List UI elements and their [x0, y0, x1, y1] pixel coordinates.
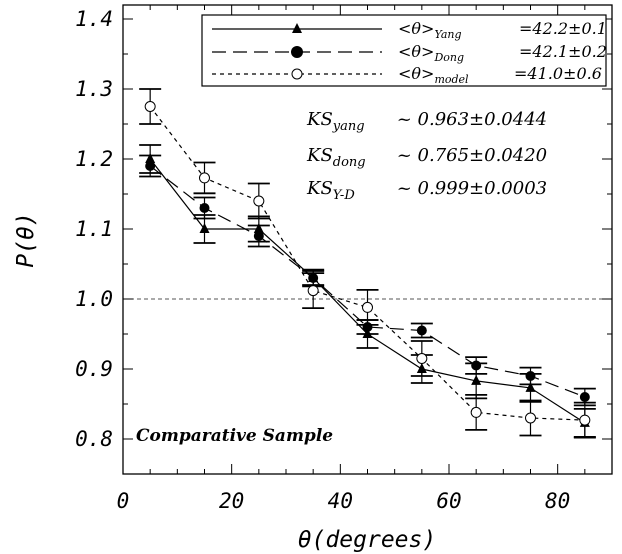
ks-main: KS [306, 145, 333, 166]
x-tick-label: 20 [219, 489, 244, 513]
x-tick-label: 0 [117, 489, 130, 513]
y-tick-label: 1.2 [75, 147, 113, 171]
point-model [253, 195, 265, 207]
point-model [579, 414, 591, 426]
point-model [199, 172, 210, 184]
point-model [416, 353, 428, 364]
legend-label-Yang: <θ>Yang =42.2±0.1 [398, 19, 607, 41]
legend-label-Dong: <θ>Dong =42.1±0.2 [398, 42, 607, 64]
legend-label-value: =42.2±0.1 [519, 19, 607, 38]
legend-label-main: <θ> [398, 42, 434, 61]
y-tick-label: 1.4 [75, 7, 113, 31]
ks-main: KS [306, 178, 333, 199]
ks-sub: yang [332, 119, 365, 134]
y-tick-label: 1.3 [75, 77, 113, 101]
legend-label-main: <θ> [398, 64, 434, 83]
point-model [307, 285, 319, 297]
series-Dong [139, 154, 596, 407]
legend-label-main: <θ> [398, 19, 434, 38]
legend-label-value: =41.0±0.6 [514, 64, 602, 83]
point-Yang [199, 223, 210, 233]
x-axis-title: θ(degrees) [298, 527, 436, 553]
y-axis-title: P(θ) [13, 212, 39, 267]
point-Dong [525, 371, 536, 381]
series-line-model [149, 106, 585, 421]
y-tick-label: 0.8 [75, 427, 113, 451]
legend-label-model: <θ>model =41.0±0.6 [398, 64, 602, 86]
ticks: 0 20 40 60 80 0.8 0.9 1.0 1.1 1.2 1.3 1.4 [75, 5, 613, 513]
point-Yang [471, 374, 482, 385]
legend-label-value: =42.1±0.2 [519, 42, 607, 61]
ks-sub: dong [333, 155, 366, 170]
legend: <θ>Yang =42.2±0.1<θ>Dong =42.1±0.2<θ>model… [201, 14, 607, 87]
series-layer [139, 88, 596, 439]
legend-label-sub: Dong [433, 51, 464, 64]
point-Dong [471, 360, 482, 371]
ks-main: KS [306, 109, 333, 130]
y-tick-label: 0.9 [75, 357, 113, 381]
ks-value: ~ 0.963±0.0444 [391, 109, 547, 130]
ks-value: ~ 0.765±0.0420 [391, 145, 547, 166]
legend-label-sub: Yang [434, 28, 461, 41]
legend-marker-Dong [291, 46, 303, 58]
ks-stat-Y-D: KSY-D ~ 0.999±0.0003 [306, 178, 547, 203]
point-Yang [525, 381, 536, 392]
point-Dong [199, 203, 210, 213]
ks-stat-yang: KSyang ~ 0.963±0.0444 [306, 109, 547, 134]
legend-marker-Yang [292, 23, 302, 33]
series-line-Dong [149, 165, 586, 398]
point-Dong [416, 325, 427, 336]
ks-stat-dong: KSdong ~ 0.765±0.0420 [306, 145, 547, 170]
point-Dong [579, 392, 590, 402]
x-tick-label: 60 [436, 489, 461, 513]
annotation-comparative-sample: Comparative Sample [136, 426, 333, 446]
y-tick-label: 1.1 [75, 217, 113, 241]
point-model [362, 301, 373, 313]
x-tick-label: 80 [545, 489, 570, 513]
ks-value: ~ 0.999±0.0003 [391, 178, 547, 199]
legend-marker-model [291, 68, 303, 80]
point-Dong [253, 231, 264, 241]
point-model [525, 412, 536, 424]
legend-label-sub: model [434, 73, 469, 86]
series-model [139, 88, 596, 439]
y-tick-label: 1.0 [75, 287, 113, 311]
point-model [470, 406, 482, 418]
ks-sub: Y-D [333, 188, 356, 203]
x-tick-label: 40 [328, 489, 353, 513]
point-Dong [145, 161, 156, 171]
point-model [144, 101, 156, 112]
